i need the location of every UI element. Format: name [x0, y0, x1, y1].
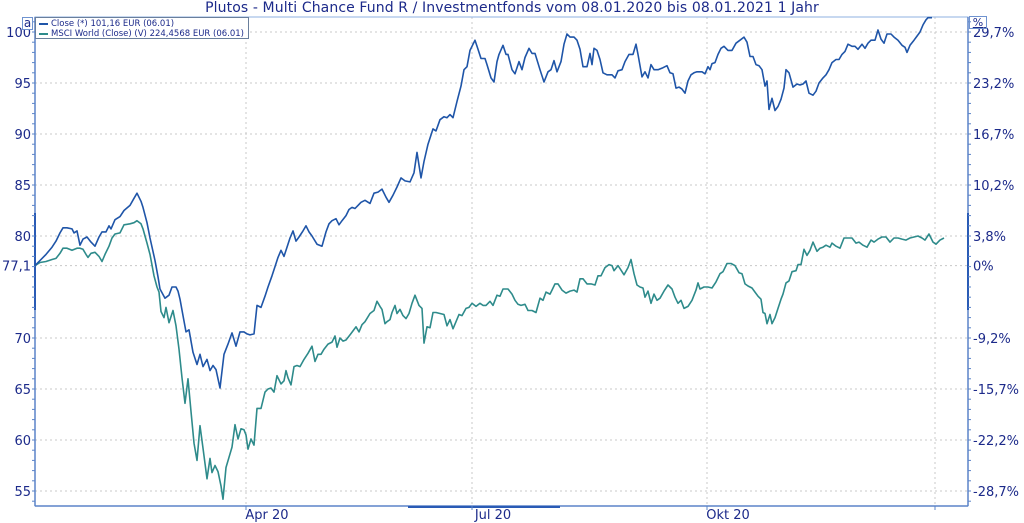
- series-lines: [34, 16, 945, 501]
- legend-swatch-msci: [39, 33, 48, 35]
- y-left-tick-label: 55: [14, 485, 31, 500]
- left-axis-unit-badge: a: [22, 16, 33, 30]
- y-left-tick-label: 95: [14, 77, 31, 92]
- y-left-tick-label: 85: [14, 179, 31, 194]
- right-axis-unit-badge: %: [969, 16, 987, 29]
- y-right-tick-label: 3,8%: [973, 230, 1006, 245]
- y-left-tick-label: 65: [14, 383, 31, 398]
- legend-item-msci: MSCI World (Close) (V) 224,4568 EUR (06.…: [39, 29, 248, 39]
- y-right-tick-label: -15,7%: [973, 383, 1019, 398]
- y-left-tick-label: 80: [14, 230, 31, 245]
- y-right-tick-label: -28,7%: [973, 485, 1019, 500]
- x-tick-label: Jul 20: [474, 508, 511, 523]
- y-left-tick-label: 77,1: [2, 260, 31, 275]
- y-right-tick-label: 16,7%: [973, 128, 1014, 143]
- legend-label-msci: MSCI World (Close) (V) 224,4568 EUR (06.…: [51, 29, 244, 39]
- plot-frame: [34, 16, 969, 507]
- chart-title: Plutos - Multi Chance Fund R / Investmen…: [205, 0, 819, 16]
- y-right-tick-label: 29,7%: [973, 26, 1014, 41]
- gridlines: [35, 17, 968, 506]
- x-tick-label: Apr 20: [245, 508, 288, 523]
- axis-labels: 100 29,7%95 23,2%90 16,7%85 10,2%80 3,8%77,1 0…: [2, 26, 1019, 523]
- legend-label-close: Close (*) 101,16 EUR (06.01): [51, 19, 175, 29]
- y-left-tick-label: 90: [14, 128, 31, 143]
- y-right-tick-label: -22,2%: [973, 434, 1019, 449]
- axes: [32, 16, 971, 510]
- msci-world-line: [34, 219, 945, 501]
- y-right-tick-label: 10,2%: [973, 179, 1014, 194]
- chart-legend: Close (*) 101,16 EUR (06.01) MSCI World …: [35, 17, 249, 39]
- y-left-tick-label: 70: [14, 332, 31, 347]
- y-right-tick-label: 23,2%: [973, 77, 1014, 92]
- x-tick-label: Okt 20: [706, 508, 750, 523]
- legend-swatch-close: [39, 23, 48, 25]
- close-price-line: [34, 16, 932, 389]
- legend-item-close: Close (*) 101,16 EUR (06.01): [39, 19, 248, 29]
- y-right-tick-label: -9,2%: [973, 332, 1011, 347]
- y-left-tick-label: 60: [14, 434, 31, 449]
- y-right-tick-label: 0%: [973, 260, 994, 275]
